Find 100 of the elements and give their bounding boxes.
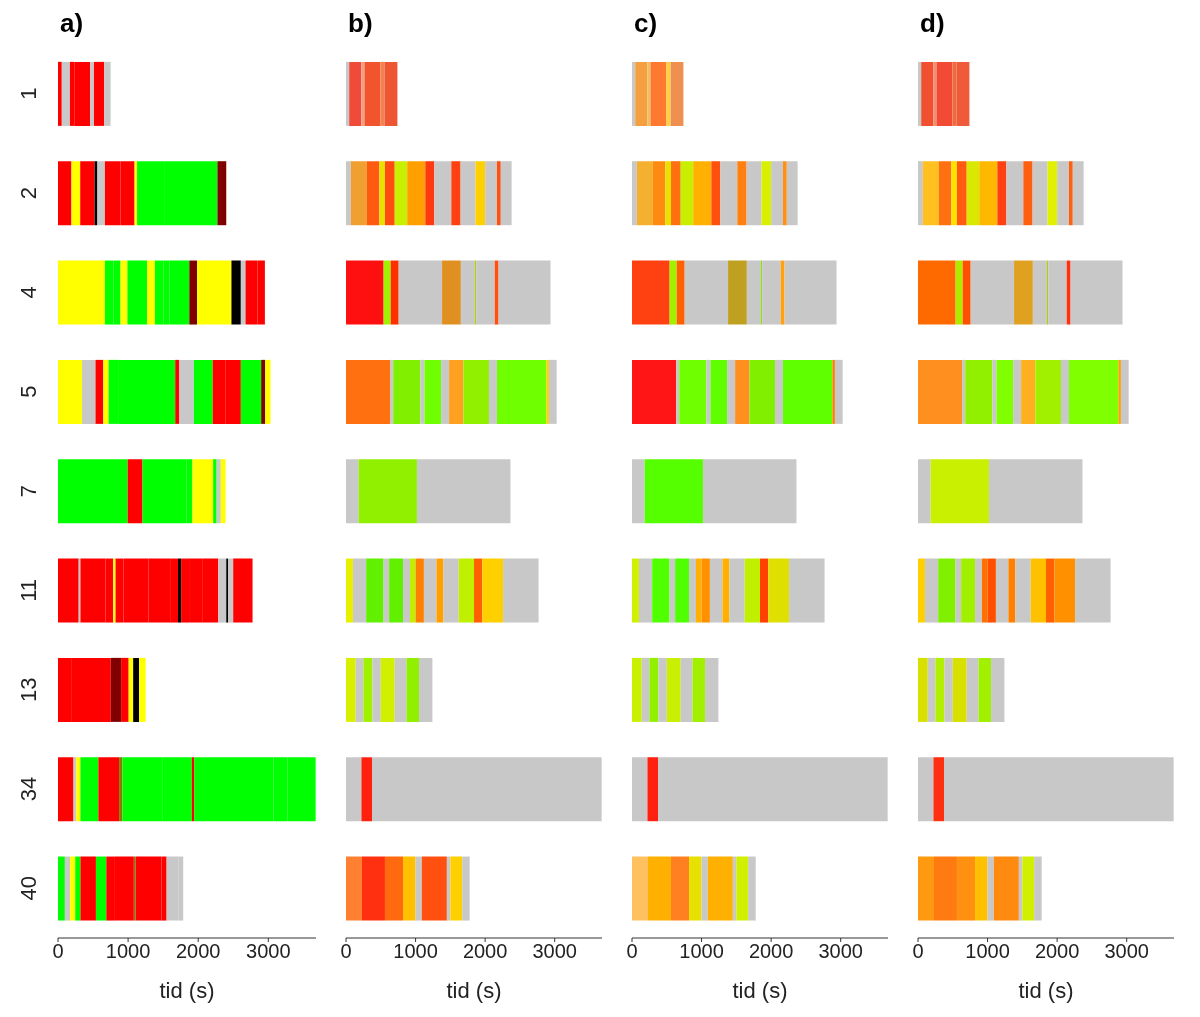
bar: [987, 558, 996, 623]
bar: [261, 359, 266, 424]
bar: [701, 558, 710, 623]
bar: [635, 61, 648, 126]
bar: [649, 657, 659, 722]
bar: [744, 558, 760, 623]
bar: [474, 558, 483, 623]
y-tick-label: 2: [16, 186, 41, 200]
bar: [979, 161, 998, 226]
bar: [362, 856, 385, 921]
bar: [217, 161, 227, 226]
bar: [193, 359, 213, 424]
bar: [693, 161, 712, 226]
bar: [346, 359, 391, 424]
bar: [658, 757, 888, 822]
bar: [632, 459, 645, 524]
x-tick-label: 2000: [1034, 940, 1080, 963]
bar: [403, 856, 416, 921]
bar: [786, 161, 798, 226]
x-tick-label: 1000: [105, 940, 151, 963]
chart-title: d): [919, 8, 946, 40]
bar: [1022, 856, 1035, 921]
bar: [936, 61, 953, 126]
x-tick-label: 1000: [965, 940, 1010, 963]
bar: [761, 161, 772, 226]
bar: [918, 856, 934, 921]
bar: [832, 359, 835, 424]
bar: [390, 260, 399, 325]
bar: [419, 657, 433, 722]
bar: [1013, 359, 1022, 424]
bar: [406, 657, 420, 722]
bar: [420, 359, 425, 424]
bar: [632, 161, 637, 226]
bar: [774, 359, 783, 424]
y-tick-label: 5: [16, 385, 41, 398]
bar: [500, 161, 512, 226]
bar: [689, 558, 696, 623]
bar: [955, 558, 962, 623]
x-axis-title: tid (s): [159, 978, 215, 1003]
bar: [346, 260, 384, 325]
bar: [641, 657, 650, 722]
bar: [684, 260, 729, 325]
bar: [443, 558, 459, 623]
bar: [423, 558, 437, 623]
bar: [760, 558, 769, 623]
y-tick-label: 13: [16, 677, 41, 702]
bar: [632, 359, 677, 424]
bar: [189, 260, 198, 325]
bar: [113, 558, 116, 623]
bar: [729, 558, 745, 623]
chart-title: b): [347, 8, 374, 40]
bar: [384, 856, 404, 921]
x-tick-label: 3000: [532, 940, 577, 963]
bar: [647, 61, 651, 126]
bar: [1008, 558, 1016, 623]
bar: [355, 657, 364, 722]
y-tick-label: 11: [16, 578, 41, 602]
bar: [962, 260, 971, 325]
bar: [956, 856, 976, 921]
bar: [995, 558, 1009, 623]
bar: [676, 260, 685, 325]
bar: [918, 61, 922, 126]
bar: [398, 260, 443, 325]
bar: [918, 161, 923, 226]
bar: [383, 558, 390, 623]
bar: [363, 657, 373, 722]
bar: [711, 161, 721, 226]
bar: [670, 61, 684, 126]
bar: [965, 359, 993, 424]
x-axis-title: tid (s): [446, 978, 502, 1003]
bar: [58, 161, 72, 226]
bar: [95, 359, 104, 424]
bar: [709, 558, 723, 623]
bar: [346, 558, 353, 623]
bar: [666, 657, 681, 722]
bar: [933, 61, 937, 126]
bar: [233, 558, 253, 623]
bar: [380, 61, 385, 126]
bar: [632, 558, 639, 623]
bar: [73, 757, 77, 822]
x-tick-label: 0: [626, 940, 638, 963]
bar: [389, 558, 404, 623]
bar: [696, 558, 702, 623]
bar: [1060, 359, 1069, 424]
bar: [746, 161, 762, 226]
bar: [441, 359, 450, 424]
x-tick-label: 0: [340, 940, 352, 963]
bar: [988, 459, 1083, 524]
bar: [361, 757, 373, 822]
bar: [1015, 558, 1031, 623]
bar: [372, 657, 381, 722]
bar: [352, 558, 367, 623]
bar: [1054, 558, 1076, 623]
bar: [503, 558, 539, 623]
bar: [938, 161, 952, 226]
bar: [425, 161, 435, 226]
bar: [442, 260, 461, 325]
y-tick-label: 7: [16, 484, 41, 498]
bar: [966, 161, 980, 226]
bar: [496, 161, 501, 226]
